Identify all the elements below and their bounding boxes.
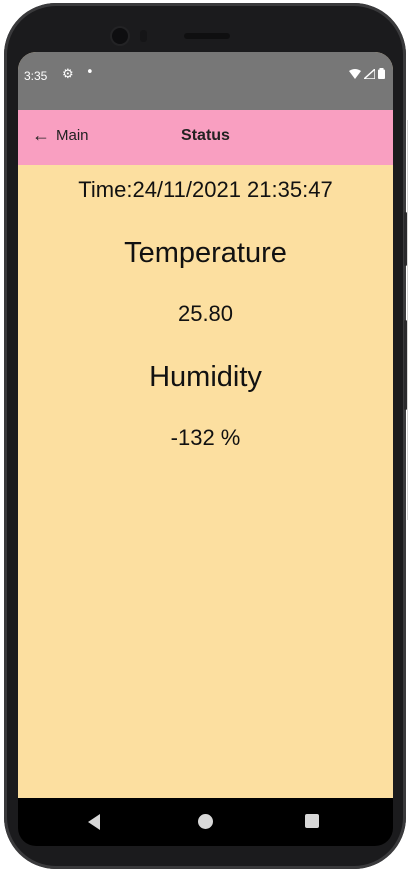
camera-icon — [112, 28, 128, 44]
timestamp-text: Time:24/11/2021 21:35:47 — [78, 177, 333, 202]
temperature-label: Temperature — [124, 237, 287, 269]
status-bar: 3:35 ⚙ • — [18, 52, 393, 110]
humidity-label: Humidity — [149, 361, 262, 393]
nav-back-icon[interactable] — [88, 814, 100, 830]
status-time: 3:35 — [24, 69, 48, 83]
status-icons — [349, 68, 385, 79]
battery-icon — [378, 68, 385, 79]
temperature-value: 25.80 — [177, 301, 234, 326]
back-label: Main — [56, 126, 89, 144]
power-button — [404, 320, 407, 410]
screen: 3:35 ⚙ • ← Main Status Time:24/11/2021 2… — [18, 52, 393, 802]
system-nav-bar — [18, 798, 393, 846]
notification-dot-icon: • — [86, 65, 94, 80]
settings-icon: ⚙ — [62, 67, 74, 82]
humidity-value: -132 % — [170, 425, 241, 450]
page-edge-divider — [407, 120, 415, 520]
app-bar: ← Main Status — [18, 110, 393, 165]
volume-button — [404, 212, 407, 266]
signal-icon — [364, 68, 375, 79]
arrow-left-icon: ← — [32, 125, 50, 145]
nav-recents-icon[interactable] — [305, 814, 319, 828]
sensor-icon — [140, 30, 147, 42]
back-button[interactable]: ← Main — [32, 126, 89, 144]
speaker-grille — [184, 33, 230, 39]
nav-home-icon[interactable] — [198, 814, 213, 829]
page-title: Status — [181, 127, 230, 144]
wifi-icon — [349, 68, 361, 79]
